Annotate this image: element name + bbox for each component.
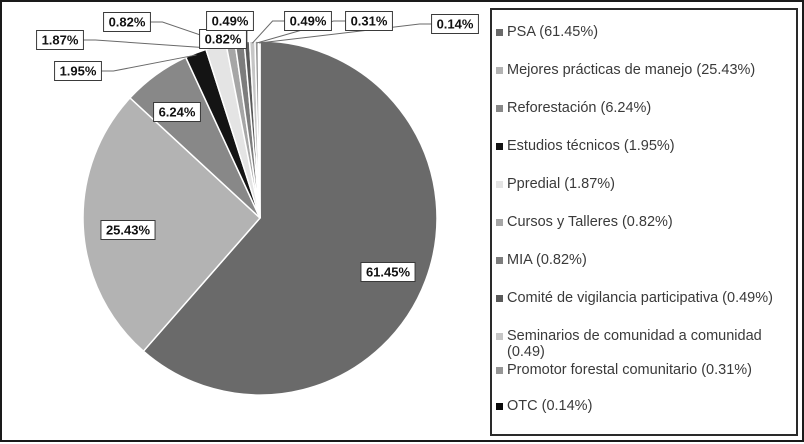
data-label-cursos-y-talleres: 0.82%: [109, 15, 146, 30]
data-label-psa: 61.45%: [366, 265, 411, 280]
legend-label: Estudios técnicos (1.95%): [507, 138, 675, 154]
leader-line-seminarios-de-comunidad-a-comunidad: [251, 20, 285, 44]
data-label-box-estudios-tecnicos: [54, 61, 102, 81]
legend-swatch: [496, 219, 503, 226]
legend-item-mia: MIA (0.82%): [496, 252, 794, 268]
legend-swatch: [496, 181, 503, 188]
legend-label: PSA (61.45%): [507, 24, 599, 40]
legend-label: Seminarios de comunidad a comunidad (0.4…: [507, 328, 762, 360]
legend-label: Reforestación (6.24%): [507, 100, 652, 116]
legend-label: MIA (0.82%): [507, 252, 587, 268]
legend-label: Ppredial (1.87%): [507, 176, 615, 192]
data-label-box-ppredial: [36, 30, 84, 50]
legend-item-ppredial: Ppredial (1.87%): [496, 176, 794, 192]
data-label-box-reforestacion: [153, 102, 201, 122]
legend-swatch: [496, 295, 503, 302]
data-label-estudios-tecnicos: 1.95%: [60, 64, 97, 79]
legend-item-seminarios-de-comunidad-a-comunidad: Seminarios de comunidad a comunidad (0.4…: [496, 328, 794, 360]
legend-item-psa: PSA (61.45%): [496, 24, 794, 40]
data-label-ppredial: 1.87%: [42, 33, 79, 48]
legend-item-comite-de-vigilancia-participativa: Comité de vigilancia participativa (0.49…: [496, 290, 794, 306]
data-label-box-promotor-forestal-comunitario: [345, 11, 393, 31]
legend-swatch: [496, 143, 503, 150]
data-label-box-seminarios-de-comunidad-a-comunidad: [284, 11, 332, 31]
data-label-reforestacion: 6.24%: [159, 105, 196, 120]
legend-swatch: [496, 67, 503, 74]
leader-line-estudios-tecnicos: [101, 54, 197, 72]
slices-layer: [82, 40, 438, 396]
legend: PSA (61.45%) Mejores prácticas de manejo …: [490, 8, 798, 436]
data-label-box-psa: [360, 262, 416, 282]
leader-line-otc: [259, 23, 432, 44]
legend-label: Promotor forestal comunitario (0.31%): [507, 362, 752, 378]
data-label-box-mejores-practicas-de-manejo: [100, 220, 156, 240]
data-label-mia: 0.82%: [205, 32, 242, 47]
data-label-box-cursos-y-talleres: [103, 12, 151, 32]
legend-swatch: [496, 333, 503, 340]
legend-swatch: [496, 29, 503, 36]
data-label-comite-de-vigilancia-participativa: 0.49%: [212, 14, 249, 29]
pie-slice-psa: [142, 40, 438, 396]
legend-item-mejores-practicas-de-manejo: Mejores prácticas de manejo (25.43%): [496, 62, 794, 78]
leader-line-ppredial: [83, 39, 217, 50]
data-labels: 61.45% 25.43% 6.24% 1.95% 1.87% 0.82% 0.82% 0.4…: [36, 11, 479, 282]
pie-slice-otc: [257, 40, 261, 219]
legend-swatch: [496, 367, 503, 374]
legend-label: OTC (0.14%): [507, 398, 593, 414]
pie-slice-mejores-practicas-de-manejo: [82, 96, 262, 353]
data-label-seminarios-de-comunidad-a-comunidad: 0.49%: [290, 14, 327, 29]
legend-item-promotor-forestal-comunitario: Promotor forestal comunitario (0.31%): [496, 362, 794, 378]
legend-item-reforestacion: Reforestación (6.24%): [496, 100, 794, 116]
data-label-box-comite-de-vigilancia-participativa: [206, 11, 254, 31]
data-label-mejores-practicas-de-manejo: 25.43%: [106, 223, 151, 238]
legend-item-otc: OTC (0.14%): [496, 398, 794, 414]
data-label-promotor-forestal-comunitario: 0.31%: [351, 14, 388, 29]
legend-swatch: [496, 257, 503, 264]
legend-swatch: [496, 105, 503, 112]
legend-label: Comité de vigilancia participativa (0.49…: [507, 290, 773, 306]
legend-item-estudios-tecnicos: Estudios técnicos (1.95%): [496, 138, 794, 154]
data-label-box-otc: [431, 14, 479, 34]
legend-label: Cursos y Talleres (0.82%): [507, 214, 673, 230]
legend-swatch: [496, 403, 503, 410]
data-label-otc: 0.14%: [437, 17, 474, 32]
leader-line-promotor-forestal-comunitario: [256, 20, 346, 44]
legend-item-cursos-y-talleres: Cursos y Talleres (0.82%): [496, 214, 794, 230]
legend-label: Mejores prácticas de manejo (25.43%): [507, 62, 756, 78]
